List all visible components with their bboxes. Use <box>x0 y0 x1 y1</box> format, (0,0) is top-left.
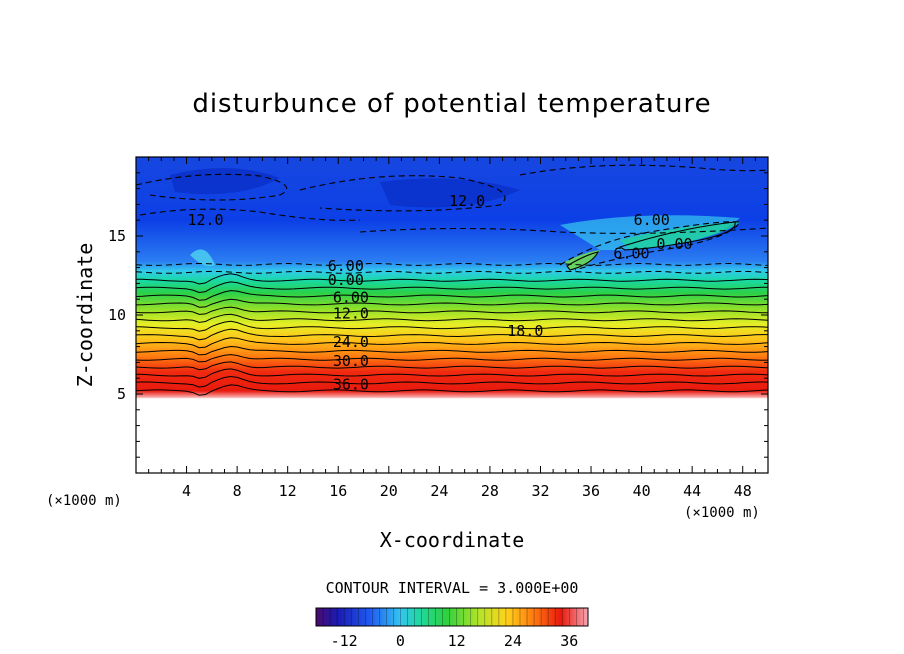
x-tick-label: 12 <box>279 482 297 500</box>
x-tick-label: 44 <box>683 482 701 500</box>
x-tick-label: 16 <box>329 482 347 500</box>
colorbar-tick-label: 0 <box>396 632 405 650</box>
contour-line <box>136 306 768 315</box>
contour-label: 0.00 <box>656 235 692 253</box>
contour-line <box>136 313 768 323</box>
contour-line <box>136 384 768 396</box>
contour-line <box>136 298 768 308</box>
x-tick-label: 36 <box>582 482 600 500</box>
contour-label: 12.0 <box>333 304 369 322</box>
contour-line <box>136 173 288 201</box>
contour-label: 6.00 <box>613 244 649 262</box>
field-patch <box>380 178 520 208</box>
contour-label: 6.00 <box>333 289 369 307</box>
contour-label: 12.0 <box>187 211 223 229</box>
contour-line <box>136 368 768 379</box>
contour-label: 30.0 <box>333 352 369 370</box>
contour-line <box>359 227 768 234</box>
x-tick-label: 4 <box>182 482 191 500</box>
field-fill <box>136 157 768 473</box>
y-axis-label: Z-coordinate <box>73 243 97 388</box>
contour-line <box>136 270 768 274</box>
colorbar-ticks: -12 0 12 24 36 <box>331 632 579 650</box>
contour-line <box>136 375 768 388</box>
contour-label: 18.0 <box>507 322 543 340</box>
contour-line <box>299 175 506 212</box>
colorbar-tick-label: 36 <box>560 632 578 650</box>
field-patch <box>190 249 215 267</box>
contour-interval-label: CONTOUR INTERVAL = 3.000E+00 <box>326 579 579 597</box>
contour-line <box>566 251 600 271</box>
contour-label: 24.0 <box>333 333 369 351</box>
field-patch <box>620 222 740 250</box>
x-axis: 4 8 12 16 20 24 28 32 36 40 44 48 <box>148 157 756 500</box>
contour-lines <box>136 164 768 396</box>
contour-line <box>618 221 736 251</box>
x-tick-label: 28 <box>481 482 499 500</box>
contour-labels: 12.012.06.006.000.006.0012.018.024.030.0… <box>187 192 692 393</box>
colorbar-tick-label: 12 <box>448 632 466 650</box>
chart-title: disturbunce of potential temperature <box>192 89 711 119</box>
contour-line <box>136 273 768 285</box>
contour-line <box>136 281 768 294</box>
colorbar-tick-label: -12 <box>331 632 358 650</box>
x-tick-label: 48 <box>734 482 752 500</box>
contour-line <box>136 262 768 266</box>
contour-label: 6.00 <box>328 257 364 275</box>
contour-label: 36.0 <box>333 376 369 394</box>
field-patch <box>565 250 600 270</box>
contour-label: 12.0 <box>449 192 485 210</box>
x-tick-label: 40 <box>633 482 651 500</box>
y-tick-label: 10 <box>108 306 126 324</box>
x-tick-label: 32 <box>531 482 549 500</box>
contour-line <box>136 345 768 356</box>
contour-label: 0.00 <box>328 271 364 289</box>
y-tick-label: 5 <box>117 385 126 403</box>
colorbar-tick-label: 24 <box>504 632 522 650</box>
colorbar <box>315 607 589 627</box>
field-layer <box>136 157 768 473</box>
contour-line <box>519 164 768 176</box>
contour-line <box>136 328 768 341</box>
contour-line <box>136 337 768 349</box>
x-tick-label: 24 <box>430 482 448 500</box>
contour-line <box>559 221 741 271</box>
y-axis: 5 10 15 <box>108 172 768 458</box>
x-axis-label: X-coordinate <box>380 528 525 552</box>
x-tick-label: 20 <box>380 482 398 500</box>
x-tick-label: 8 <box>233 482 242 500</box>
contour-line <box>136 320 768 332</box>
y-tick-label: 15 <box>108 227 126 245</box>
colorbar-divisions <box>315 608 584 626</box>
x-unit-left: (×1000 m) <box>46 493 122 509</box>
x-unit-right: (×1000 m) <box>684 505 760 521</box>
contour-line <box>139 208 361 221</box>
contour-line <box>136 354 768 363</box>
contour-label: 6.00 <box>634 211 670 229</box>
field-patch <box>170 168 280 195</box>
contour-line <box>136 290 768 301</box>
contour-line <box>136 361 768 371</box>
